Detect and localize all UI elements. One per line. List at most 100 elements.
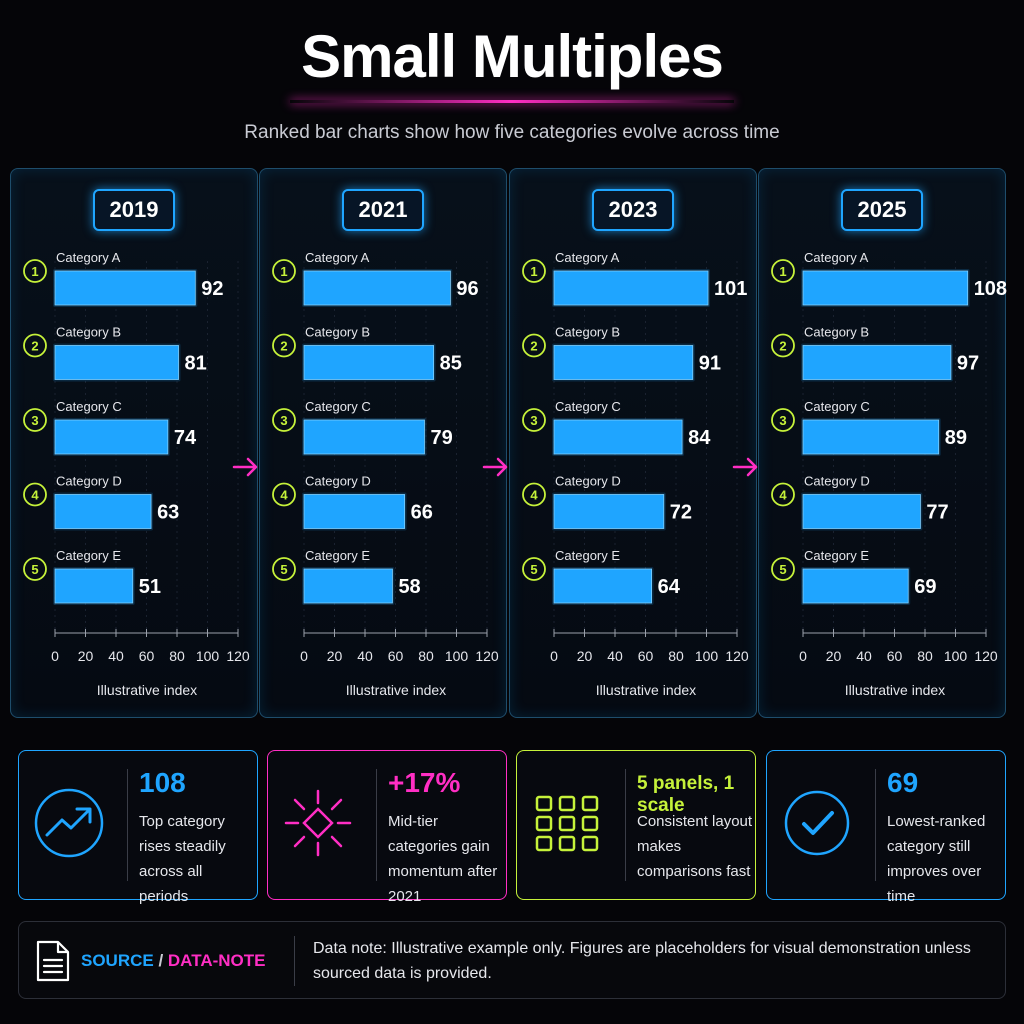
x-tick-label: 20 [327, 648, 343, 664]
category-label: Category E [804, 548, 869, 563]
rank-badge [23, 482, 47, 507]
chart-panel: 2025 0 20 40 60 80 100 120 Illustrative index 1 Ca… [758, 168, 1007, 718]
category-label: Category A [56, 250, 121, 265]
bar-value-label: 77 [926, 502, 948, 524]
card-divider [127, 769, 128, 881]
rank-number: 5 [530, 562, 537, 577]
bar [54, 568, 134, 604]
rank-number: 4 [31, 488, 39, 503]
bar-value-label: 108 [974, 278, 1007, 300]
rank-badge [771, 557, 795, 581]
bar-value-label: 64 [658, 576, 681, 598]
rank-badge [522, 259, 546, 283]
bar-value-label: 74 [174, 427, 197, 449]
rank-badge [771, 482, 795, 507]
bar-value-label: 66 [411, 502, 433, 524]
checkmark-icon [784, 790, 850, 856]
rank-badge [522, 408, 546, 432]
card-metric: 108 [139, 767, 186, 798]
category-label: Category C [305, 399, 371, 414]
x-tick-label: 80 [169, 648, 185, 664]
bar-chart: 0 20 40 60 80 100 120 Illustrative index 1 Catego… [23, 250, 250, 698]
bar-chart: 0 20 40 60 80 100 120 Illustrative index 1 Catego… [522, 250, 749, 698]
x-tick-label: 100 [944, 648, 968, 664]
x-tick-label: 60 [388, 648, 404, 664]
bar [303, 345, 435, 380]
bar [54, 345, 179, 380]
card-divider [875, 769, 876, 881]
card-metric: 5 panels, 1 scale [637, 773, 735, 816]
bar-value-label: 101 [714, 278, 747, 300]
source-note-text: Data note: Illustrative example only. Fi… [313, 940, 971, 982]
bar-value-label: 79 [430, 427, 452, 449]
card-divider [376, 769, 377, 881]
category-label: Category E [555, 548, 620, 563]
bar [303, 494, 406, 529]
x-tick-label: 60 [638, 648, 654, 664]
arrow-right-icon [232, 457, 258, 477]
category-label: Category E [305, 548, 370, 563]
category-label: Category D [56, 474, 122, 489]
x-tick-label: 40 [856, 648, 872, 664]
sparkle-icon [284, 789, 352, 857]
source-label-separator: / [153, 951, 168, 970]
x-tick-label: 120 [475, 648, 499, 664]
bar [303, 568, 393, 604]
bar-chart: 0 20 40 60 80 100 120 Illustrative index 1 Catego… [771, 250, 1007, 698]
bar [802, 494, 921, 529]
x-tick-label: 40 [357, 648, 373, 664]
rank-badge [522, 482, 546, 507]
category-label: Category C [555, 399, 621, 414]
x-axis-label: Illustrative index [97, 682, 197, 698]
x-tick-label: 80 [418, 648, 434, 664]
rank-badge [771, 259, 795, 283]
rank-number: 3 [530, 413, 537, 428]
x-tick-label: 100 [196, 648, 220, 664]
category-label: Category B [804, 325, 869, 340]
x-tick-label: 0 [51, 648, 59, 664]
category-label: Category A [555, 250, 620, 265]
grid-icon [535, 795, 599, 852]
rank-number: 5 [779, 562, 786, 577]
bar-value-label: 96 [456, 278, 478, 300]
bar-value-label: 63 [157, 502, 179, 524]
x-tick-label: 0 [300, 648, 308, 664]
rank-number: 3 [779, 413, 786, 428]
bar [802, 345, 952, 380]
rank-number: 2 [280, 339, 287, 354]
page-title: Small Multiples [301, 23, 724, 90]
x-tick-label: 60 [887, 648, 903, 664]
rank-number: 5 [280, 562, 287, 577]
bar [802, 568, 909, 604]
x-axis-label: Illustrative index [596, 682, 696, 698]
bar [802, 270, 969, 306]
card-description: Consistent layout makes comparisons fast [637, 813, 753, 880]
rank-badge [272, 408, 296, 432]
category-label: Category D [804, 474, 870, 489]
rank-number: 1 [280, 264, 287, 279]
rank-number: 3 [31, 413, 38, 428]
rank-number: 5 [31, 562, 38, 577]
rank-number: 4 [280, 488, 288, 503]
bar-value-label: 89 [945, 427, 967, 449]
panel-year-badge: 2023 [592, 189, 674, 231]
chart-panel: 2023 0 20 40 60 80 100 120 Illustrative index 1 Ca… [509, 168, 757, 718]
insight-card-mid-tier: +17% Mid-tier categories gain momentum a… [267, 750, 507, 905]
insight-card-lowest: 69 Lowest-ranked category still improves… [766, 750, 1006, 905]
x-tick-label: 0 [550, 648, 558, 664]
source-divider [294, 936, 295, 986]
bar-value-label: 72 [670, 502, 692, 524]
bar-value-label: 51 [139, 576, 161, 598]
bar [553, 270, 709, 306]
card-description: Lowest-ranked category still improves ov… [887, 813, 986, 905]
category-label: Category E [56, 548, 121, 563]
title-underline-glow [290, 100, 734, 103]
document-icon [36, 940, 70, 982]
x-tick-label: 40 [108, 648, 124, 664]
x-tick-label: 100 [445, 648, 469, 664]
bar [303, 419, 425, 455]
bar [303, 270, 451, 306]
bar-value-label: 92 [201, 278, 223, 300]
bar [54, 270, 196, 306]
bar-value-label: 85 [440, 353, 462, 375]
